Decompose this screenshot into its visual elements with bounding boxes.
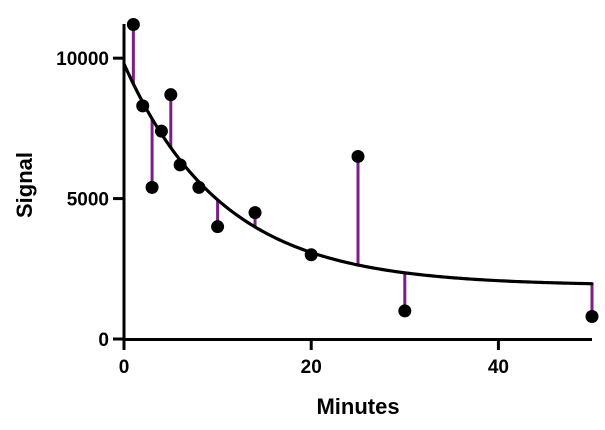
x-tick-label: 40 <box>488 357 509 378</box>
data-point <box>192 180 206 194</box>
data-point <box>145 180 159 194</box>
data-point <box>164 88 178 102</box>
data-point <box>398 304 412 318</box>
data-point <box>248 206 262 220</box>
data-point <box>304 248 318 262</box>
data-point <box>585 310 599 324</box>
data-point <box>351 149 365 163</box>
data-points <box>126 17 599 324</box>
y-tick-label: 10000 <box>56 49 109 70</box>
data-point <box>211 220 225 234</box>
x-tick-label: 0 <box>119 357 130 378</box>
y-tick-label: 0 <box>98 330 109 351</box>
data-point <box>154 124 168 138</box>
x-axis-title: Minutes <box>316 394 399 419</box>
data-point <box>136 99 150 113</box>
data-point <box>126 17 140 31</box>
data-point <box>173 158 187 172</box>
y-axis-title: Signal <box>12 152 37 218</box>
residual-lines <box>131 24 594 317</box>
x-tick-label: 20 <box>301 357 322 378</box>
y-tick-label: 5000 <box>67 190 109 211</box>
y-axis-ticks: 0 5000 10000 <box>56 49 124 351</box>
x-axis-ticks: 0 20 40 <box>119 339 509 378</box>
